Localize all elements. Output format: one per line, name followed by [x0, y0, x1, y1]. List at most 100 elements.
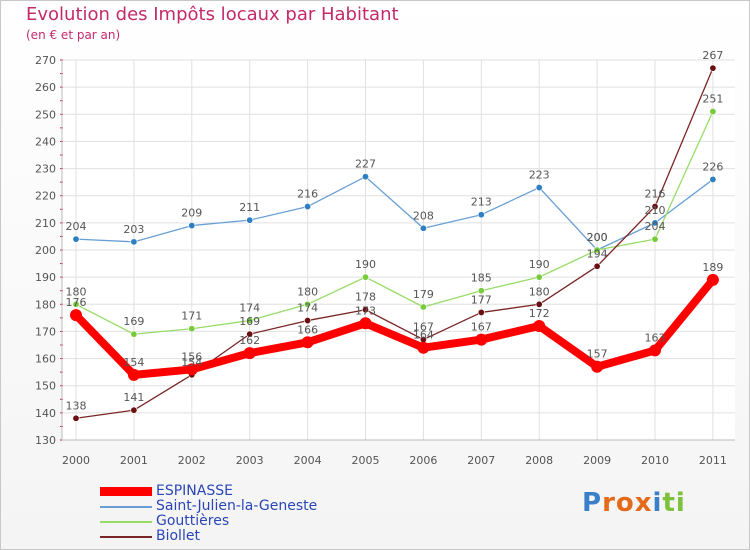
- data-label-saint-julien-la-geneste: 216: [297, 188, 318, 201]
- data-label-gouttieres: 180: [66, 285, 87, 298]
- data-label-saint-julien-la-geneste: 203: [123, 223, 144, 236]
- data-point-espinasse: [533, 320, 546, 332]
- legend-swatch-biollet: [100, 535, 152, 538]
- series-line-gouttieres: [75, 110, 714, 335]
- legend-item-saint-julien: Saint-Julien-la-Geneste: [100, 499, 317, 514]
- data-label-saint-julien-la-geneste: 227: [355, 158, 376, 171]
- y-tick-label: 260: [35, 81, 56, 94]
- data-point-espinasse: [591, 360, 604, 373]
- legend-label-espinasse: ESPINASSE: [156, 483, 233, 499]
- data-label-saint-julien-la-geneste: 209: [181, 207, 202, 220]
- data-label-saint-julien-la-geneste: 223: [529, 169, 550, 182]
- data-label-espinasse: 164: [413, 329, 434, 342]
- legend-item-gouttieres: Gouttières: [100, 514, 317, 529]
- data-point-biollet: [651, 203, 659, 211]
- x-tick-label: 2001: [120, 454, 148, 467]
- proxiti-logo: Proxiti: [582, 488, 686, 518]
- data-label-gouttieres: 185: [471, 272, 492, 285]
- data-label-biollet: 169: [239, 315, 260, 328]
- data-point-biollet: [593, 262, 601, 270]
- data-label-biollet: 154: [181, 356, 202, 369]
- data-label-espinasse: 173: [355, 304, 376, 317]
- data-point-saint-julien-la-geneste: [477, 211, 485, 219]
- y-tick-label: 180: [35, 298, 56, 311]
- data-point-gouttieres: [593, 246, 601, 254]
- data-point-saint-julien-la-geneste: [535, 184, 543, 192]
- data-label-gouttieres: 190: [529, 258, 550, 271]
- data-point-biollet: [361, 306, 369, 314]
- data-label-gouttieres: 174: [239, 302, 260, 315]
- data-label-gouttieres: 171: [181, 310, 202, 323]
- legend-item-espinasse: ESPINASSE: [100, 484, 317, 499]
- data-point-biollet: [304, 317, 312, 325]
- data-label-gouttieres: 200: [587, 231, 608, 244]
- chart-subtitle: (en € et par an): [26, 28, 121, 42]
- data-point-gouttieres: [651, 235, 659, 243]
- legend-swatch-espinasse: [100, 487, 152, 496]
- logo-letter: o: [615, 488, 635, 518]
- data-label-biollet: 177: [471, 293, 492, 306]
- logo-letter: t: [662, 488, 676, 518]
- x-tick-label: 2002: [178, 454, 206, 467]
- x-tick-label: 2008: [525, 454, 553, 467]
- data-label-biollet: 141: [123, 391, 144, 404]
- data-point-espinasse: [475, 333, 488, 346]
- y-tick-label: 230: [35, 163, 56, 176]
- data-point-espinasse: [127, 368, 140, 381]
- data-point-saint-julien-la-geneste: [188, 222, 196, 230]
- data-point-saint-julien-la-geneste: [651, 219, 659, 227]
- data-label-biollet: 167: [413, 321, 434, 334]
- data-label-espinasse: 166: [297, 323, 318, 336]
- x-tick-label: 2004: [294, 454, 322, 467]
- data-point-saint-julien-la-geneste: [246, 216, 254, 224]
- data-label-saint-julien-la-geneste: 210: [645, 204, 666, 217]
- series-line-espinasse: [72, 275, 717, 379]
- series-line-saint-julien-la-geneste: [75, 176, 714, 251]
- y-tick-label: 200: [35, 244, 56, 257]
- y-tick-label: 190: [35, 271, 56, 284]
- data-label-espinasse: 172: [529, 307, 550, 320]
- data-point-espinasse: [417, 341, 430, 354]
- x-tick-label: 2010: [641, 454, 669, 467]
- data-point-gouttieres: [246, 317, 254, 325]
- y-tick-label: 240: [35, 135, 56, 148]
- x-tick-label: 2000: [62, 454, 90, 467]
- legend-item-biollet: Biollet: [100, 529, 317, 544]
- x-tick-label: 2011: [699, 454, 727, 467]
- data-label-saint-julien-la-geneste: 208: [413, 209, 434, 222]
- data-point-espinasse: [243, 347, 256, 360]
- y-tick-label: 210: [35, 217, 56, 230]
- data-point-gouttieres: [535, 273, 543, 281]
- data-point-espinasse: [301, 336, 314, 349]
- data-point-saint-julien-la-geneste: [72, 235, 80, 243]
- chart-title: Evolution des Impôts locaux par Habitant: [26, 4, 399, 25]
- data-point-biollet: [709, 64, 717, 72]
- data-label-espinasse: 189: [702, 261, 723, 274]
- data-point-gouttieres: [72, 300, 80, 308]
- logo-letter: i: [652, 488, 663, 518]
- data-point-espinasse: [185, 363, 198, 376]
- data-point-saint-julien-la-geneste: [709, 175, 717, 183]
- data-point-gouttieres: [130, 330, 138, 338]
- logo-letter: P: [582, 488, 603, 518]
- data-label-gouttieres: 204: [645, 220, 666, 233]
- x-tick-label: 2003: [236, 454, 264, 467]
- data-label-biollet: 216: [645, 188, 666, 201]
- chart-legend: ESPINASSE Saint-Julien-la-Geneste Goutti…: [100, 484, 317, 544]
- data-point-gouttieres: [709, 108, 717, 116]
- data-point-biollet: [246, 330, 254, 338]
- x-tick-label: 2009: [583, 454, 611, 467]
- data-label-gouttieres: 169: [123, 315, 144, 328]
- data-label-biollet: 180: [529, 285, 550, 298]
- y-tick-label: 150: [35, 380, 56, 393]
- data-label-gouttieres: 179: [413, 288, 434, 301]
- data-point-biollet: [477, 308, 485, 316]
- legend-label-gouttieres: Gouttières: [156, 513, 230, 529]
- y-tick-label: 170: [35, 325, 56, 338]
- data-point-biollet: [130, 406, 138, 414]
- legend-swatch-saint-julien: [100, 505, 152, 508]
- legend-swatch-gouttieres: [100, 520, 152, 523]
- legend-label-biollet: Biollet: [156, 528, 200, 544]
- data-point-espinasse: [359, 317, 372, 330]
- data-point-saint-julien-la-geneste: [419, 224, 427, 232]
